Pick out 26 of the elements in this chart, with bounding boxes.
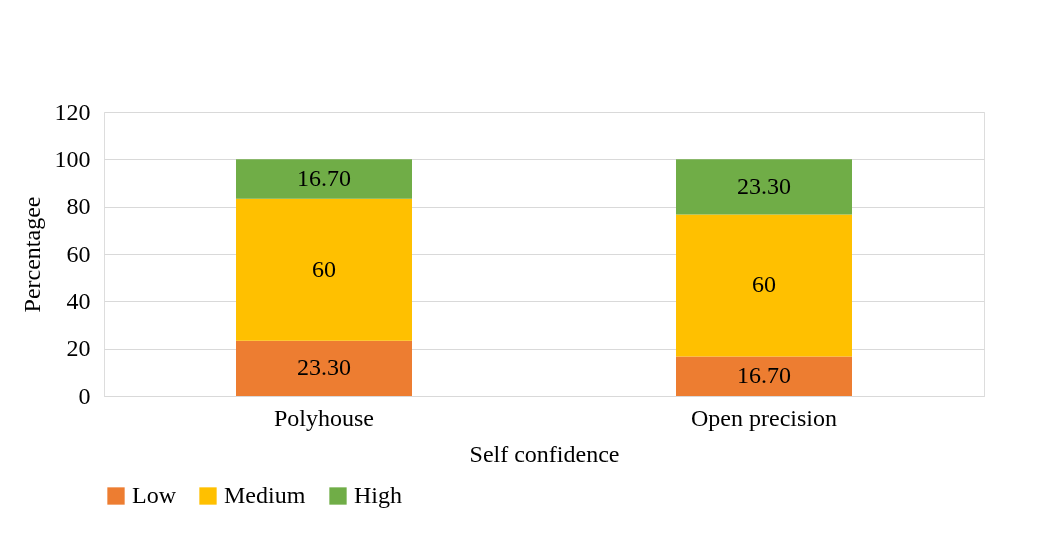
data-label: 16.70 (297, 165, 351, 192)
y-tick-label: 0 (78, 382, 91, 409)
y-axis-title: Percentagee (18, 196, 45, 313)
y-tick-label: 120 (54, 98, 91, 125)
y-tick-label: 100 (54, 145, 91, 172)
data-label: 16.70 (737, 362, 791, 389)
y-tick-label: 20 (66, 335, 91, 362)
data-label: 60 (752, 271, 776, 298)
bar (236, 340, 412, 396)
x-tick-label: Polyhouse (273, 404, 375, 431)
bar (236, 198, 412, 341)
x-tick-label: Open precision (691, 404, 837, 431)
y-tick-label: 80 (66, 193, 91, 220)
bar (676, 356, 852, 396)
data-label: 23.30 (737, 172, 791, 199)
y-tick-label: 60 (66, 240, 91, 267)
bar (676, 214, 852, 357)
legend-label: Medium (224, 482, 306, 508)
legend-label: High (354, 482, 402, 508)
bar (236, 159, 412, 199)
legend-label: Low (132, 482, 177, 508)
bar (676, 159, 852, 215)
x-axis-title: Self confidence (469, 440, 620, 467)
y-tick-label: 40 (66, 287, 91, 314)
data-label: 23.30 (297, 354, 351, 381)
data-label: 60 (312, 255, 336, 282)
